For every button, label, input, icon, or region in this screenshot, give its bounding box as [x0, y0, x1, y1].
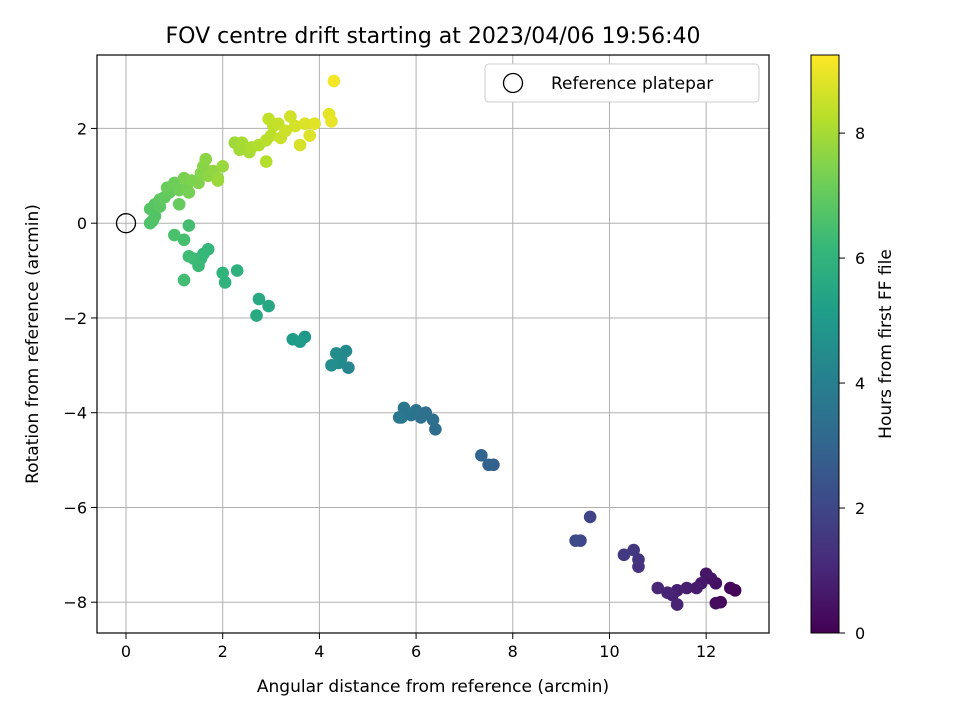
- data-point: [724, 581, 737, 595]
- x-tick-label: 2: [218, 642, 228, 661]
- data-point: [182, 186, 196, 199]
- y-tick-label: 0: [77, 214, 87, 233]
- colorbar: 0 2 4 6 8 Hours from first FF file: [810, 54, 896, 643]
- data-point: [709, 596, 723, 610]
- data-point: [569, 534, 582, 547]
- data-point: [177, 273, 191, 287]
- data-point: [259, 155, 273, 168]
- data-point: [262, 299, 275, 313]
- data-point: [397, 401, 411, 415]
- data-point: [199, 152, 213, 166]
- colorbar-tick-label: 8: [855, 124, 865, 143]
- y-tick-label: −4: [63, 404, 87, 423]
- y-tick-label: −8: [63, 593, 87, 612]
- data-points: [143, 74, 742, 611]
- data-point: [288, 119, 302, 133]
- data-point: [293, 138, 307, 152]
- data-point: [262, 112, 275, 126]
- data-point: [392, 411, 406, 424]
- data-point: [680, 581, 694, 595]
- data-point: [252, 292, 266, 306]
- data-point: [172, 197, 186, 211]
- data-point: [286, 332, 300, 346]
- y-axis-ticks: −8 −6 −4 −2 0 2: [63, 119, 97, 612]
- x-tick-label: 4: [314, 642, 324, 661]
- legend: Reference platepar: [484, 63, 760, 103]
- legend-label: Reference platepar: [551, 74, 713, 94]
- data-point: [182, 219, 196, 232]
- x-tick-label: 6: [411, 642, 421, 661]
- data-point: [218, 276, 232, 289]
- data-point: [342, 361, 355, 374]
- data-point: [284, 110, 297, 123]
- data-point: [632, 553, 645, 566]
- data-point: [690, 581, 703, 595]
- plot-frame: [96, 54, 770, 634]
- data-point: [330, 347, 343, 360]
- data-point: [670, 598, 684, 611]
- data-point: [327, 74, 341, 88]
- data-point: [264, 129, 278, 142]
- data-point: [182, 250, 196, 263]
- chart-title: FOV centre drift starting at 2023/04/06 …: [166, 24, 701, 49]
- data-point: [699, 567, 713, 581]
- x-tick-label: 12: [696, 642, 716, 661]
- data-point: [325, 359, 338, 372]
- colorbar-tick-label: 4: [855, 374, 865, 393]
- data-point: [651, 581, 665, 595]
- data-point: [617, 548, 631, 562]
- data-point: [235, 136, 249, 149]
- data-point: [583, 510, 597, 524]
- data-point: [168, 228, 181, 242]
- colorbar-tick-label: 2: [855, 499, 865, 518]
- y-tick-label: −2: [63, 309, 87, 328]
- data-point: [627, 543, 640, 557]
- data-point: [192, 176, 205, 190]
- data-point: [475, 449, 488, 462]
- data-point: [482, 458, 495, 472]
- reference-platepar-point: [115, 213, 137, 234]
- colorbar-ticks: 0 2 4 6 8: [839, 124, 865, 643]
- y-axis-label: Rotation from reference (arcmin): [23, 204, 43, 484]
- data-point: [216, 160, 229, 173]
- data-point: [211, 174, 225, 187]
- data-point: [230, 264, 244, 277]
- reference-marker: [115, 213, 137, 234]
- colorbar-gradient: [810, 54, 840, 634]
- data-point: [177, 233, 191, 247]
- colorbar-tick-label: 0: [855, 624, 865, 643]
- data-point: [303, 129, 317, 142]
- y-tick-label: −6: [63, 498, 87, 517]
- data-point: [250, 309, 263, 322]
- data-point: [308, 117, 321, 130]
- data-point: [429, 422, 442, 436]
- data-point: [661, 586, 674, 600]
- data-point: [325, 115, 338, 128]
- legend-box: [484, 63, 760, 103]
- data-point: [298, 117, 312, 130]
- x-tick-label: 8: [508, 642, 518, 661]
- y-tick-label: 2: [77, 119, 87, 138]
- x-tick-label: 0: [121, 642, 131, 661]
- x-axis-ticks: 0 2 4 6 8 10 12: [121, 633, 716, 661]
- data-point: [279, 124, 292, 138]
- colorbar-tick-label: 6: [855, 249, 865, 268]
- grid-lines: [97, 55, 769, 633]
- x-axis-label: Angular distance from reference (arcmin): [257, 677, 609, 697]
- data-point: [216, 266, 229, 280]
- x-tick-label: 10: [599, 642, 619, 661]
- colorbar-label: Hours from first FF file: [876, 249, 896, 439]
- legend-marker-icon: [502, 72, 524, 94]
